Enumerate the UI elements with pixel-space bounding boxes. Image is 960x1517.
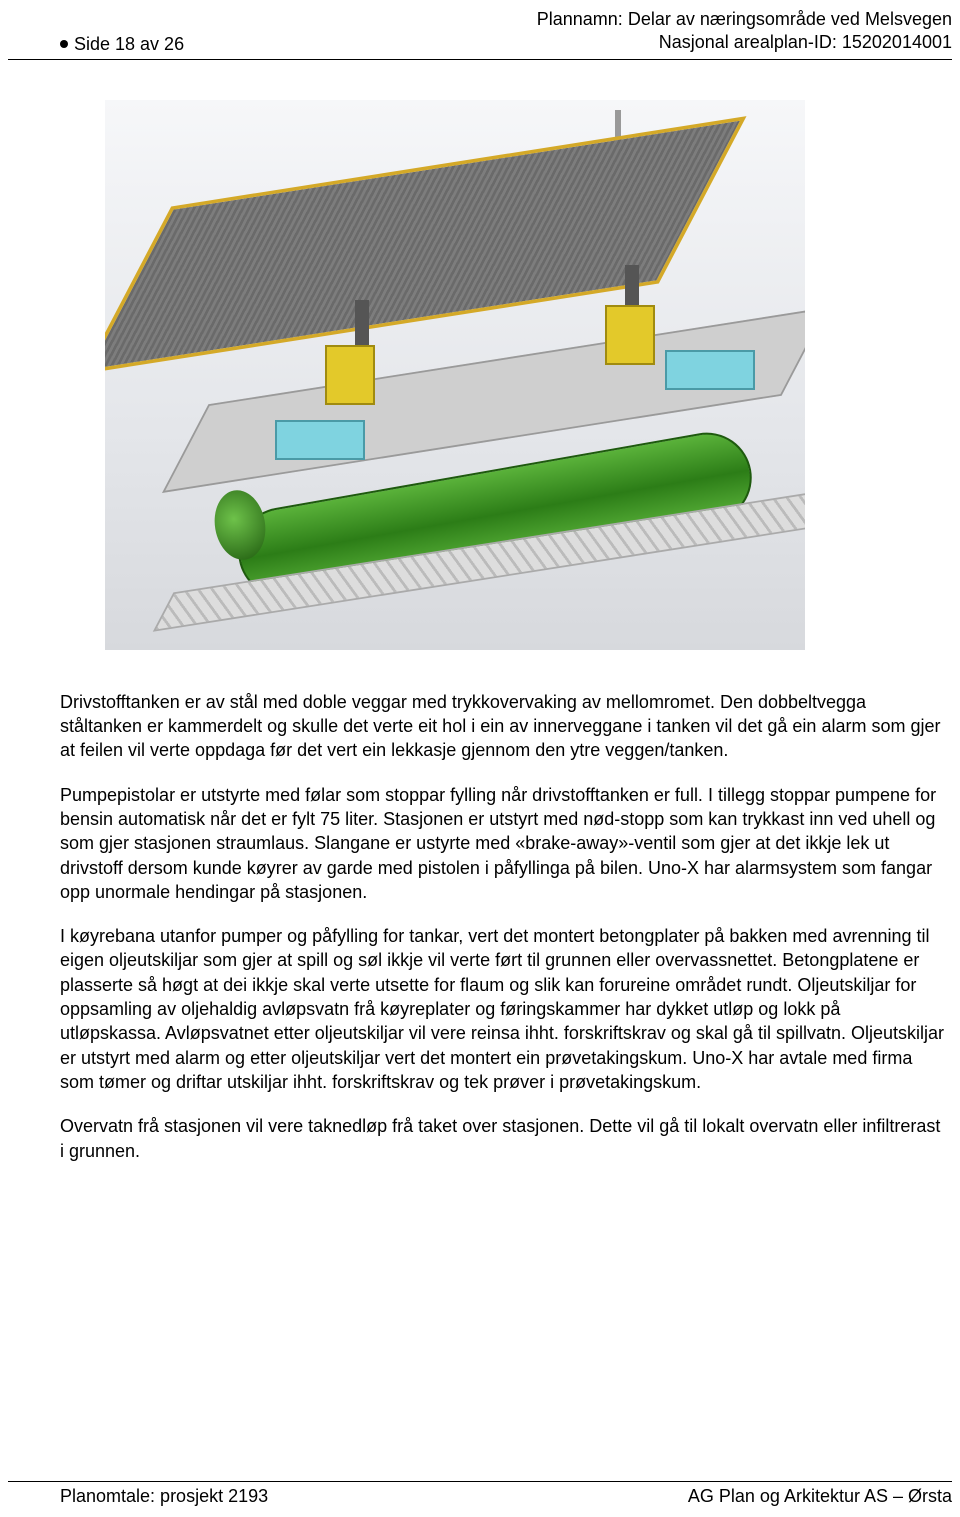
bullet-icon — [60, 40, 68, 48]
plan-id-label: Nasjonal arealplan-ID: — [659, 32, 837, 52]
side-panel — [665, 350, 755, 390]
plan-id-value: 15202014001 — [842, 32, 952, 52]
side-panel — [275, 420, 365, 460]
paragraph: Drivstofftanken er av stål med doble veg… — [60, 690, 944, 763]
plan-name-value: Delar av næringsområde ved Melsvegen — [628, 9, 952, 29]
header-rule — [8, 59, 952, 60]
fuel-dispenser — [325, 345, 375, 405]
footer-right: AG Plan og Arkitektur AS – Ørsta — [688, 1486, 952, 1507]
paragraph: Overvatn frå stasjonen vil vere taknedlø… — [60, 1114, 944, 1163]
plan-id-line: Nasjonal arealplan-ID: 15202014001 — [537, 31, 952, 54]
page-footer: Planomtale: prosjekt 2193 AG Plan og Ark… — [0, 1481, 960, 1507]
body-content: Drivstofftanken er av stål med doble veg… — [0, 690, 960, 1163]
header-left: Side 18 av 26 — [60, 34, 184, 55]
figure-fuel-station — [105, 100, 805, 650]
page-header: Side 18 av 26 Plannamn: Delar av nærings… — [0, 0, 960, 59]
header-right: Plannamn: Delar av næringsområde ved Mel… — [537, 8, 952, 55]
footer-left: Planomtale: prosjekt 2193 — [60, 1486, 268, 1507]
fuel-dispenser — [605, 305, 655, 365]
footer-rule — [8, 1481, 952, 1482]
plan-name-label: Plannamn: — [537, 9, 623, 29]
plan-name-line: Plannamn: Delar av næringsområde ved Mel… — [537, 8, 952, 31]
paragraph: Pumpepistolar er utstyrte med følar som … — [60, 783, 944, 904]
page-number: Side 18 av 26 — [74, 34, 184, 55]
paragraph: I køyrebana utanfor pumper og påfylling … — [60, 924, 944, 1094]
